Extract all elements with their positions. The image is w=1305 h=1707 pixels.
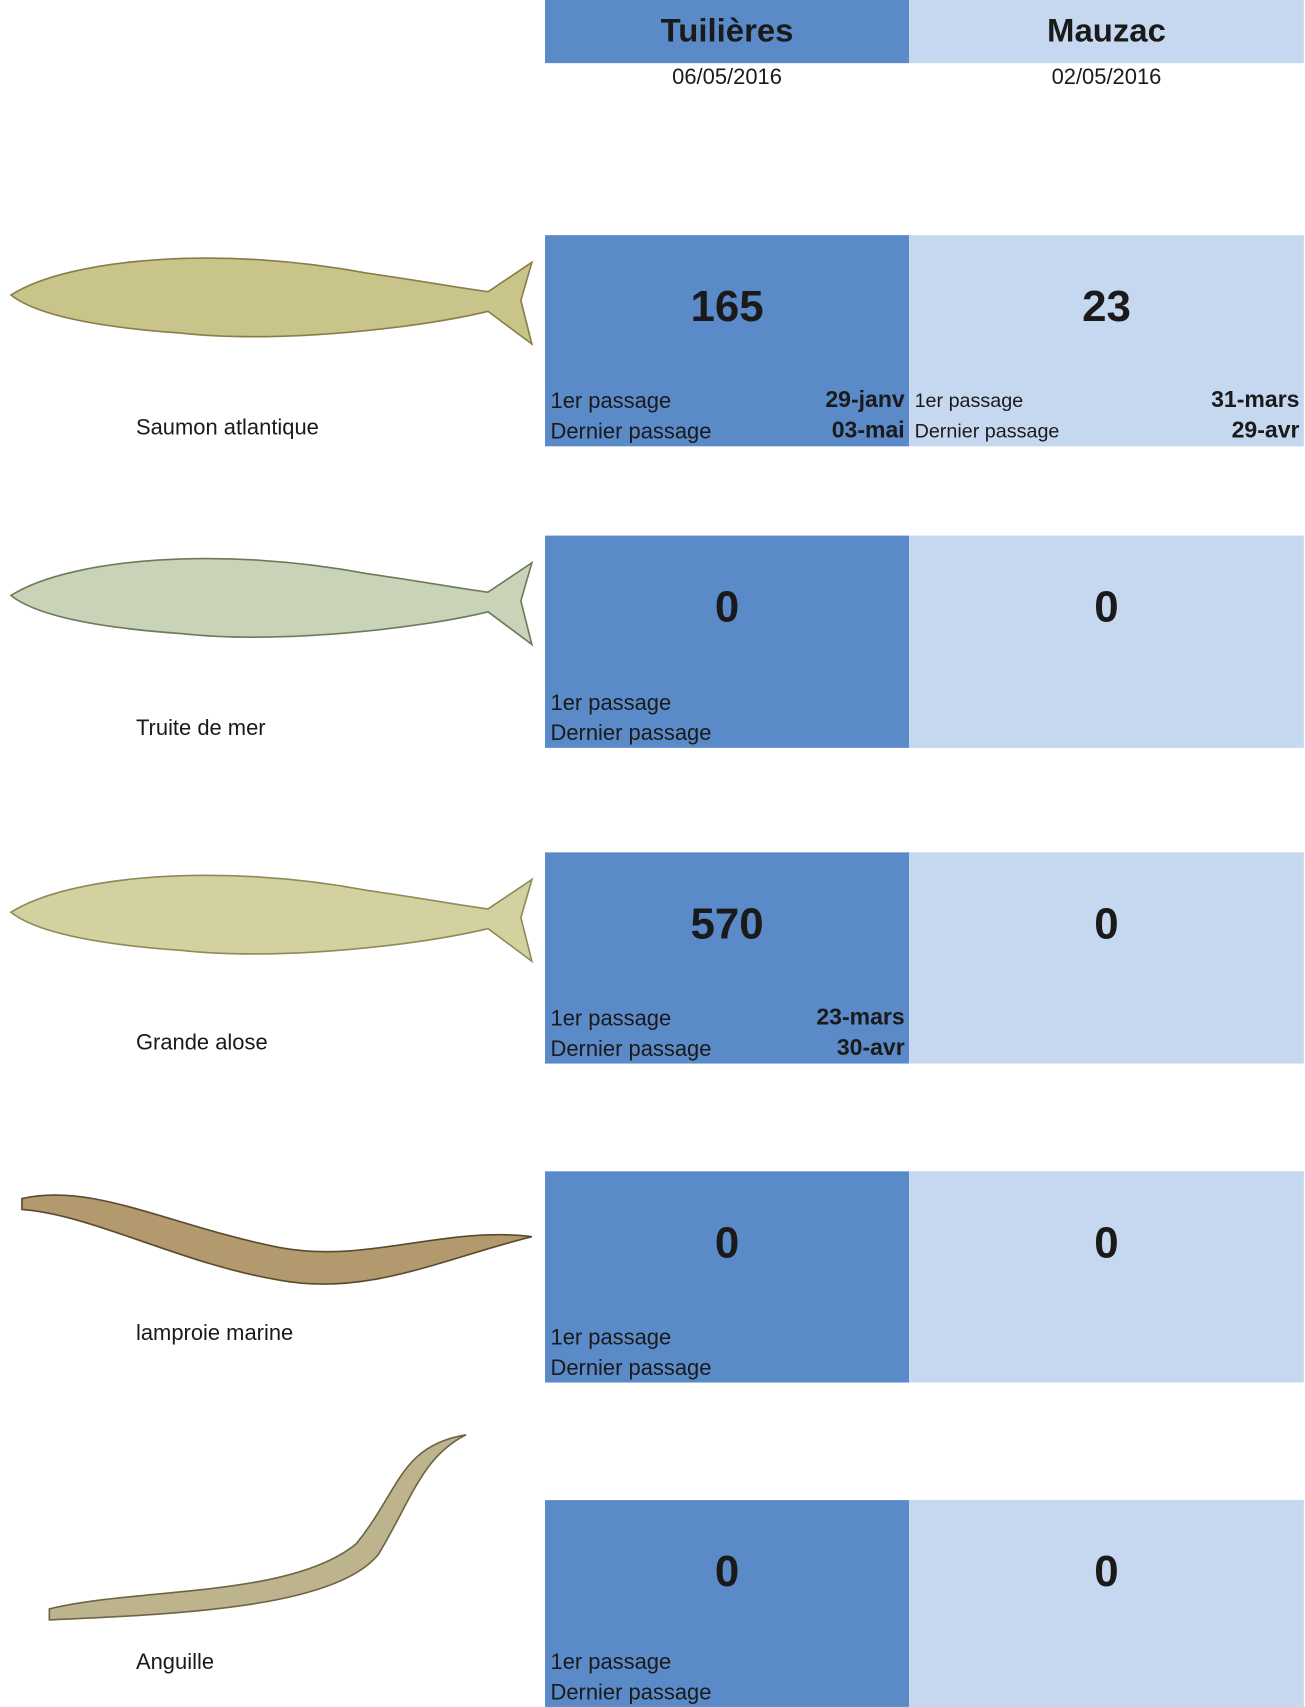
count-cell: 0 1er passage Dernier passage — [545, 536, 909, 748]
species-name: Anguille — [136, 1650, 214, 1675]
first-date: 29-janv — [821, 388, 905, 414]
label-last: Dernier passage — [550, 722, 711, 747]
label-first: 1er passage — [550, 390, 671, 415]
label-last: Dernier passage — [915, 420, 1060, 443]
fish-body — [49, 1435, 466, 1620]
column-header: Tuilières — [545, 0, 909, 63]
count-cell: 165 1er passage Dernier passage 29-janv 03-m… — [545, 235, 909, 446]
last-date: 29-avr — [1227, 418, 1299, 444]
label-last: Dernier passage — [550, 1037, 711, 1062]
last-date: 03-mai — [827, 418, 904, 444]
fish-image — [5, 1160, 542, 1312]
count-cell: 0 — [909, 536, 1304, 748]
fish-image — [5, 1424, 542, 1642]
label-first: 1er passage — [915, 390, 1024, 413]
first-date: 23-mars — [812, 1005, 905, 1031]
fish-image — [5, 841, 542, 993]
species-name: Saumon atlantique — [136, 416, 319, 441]
count-value: 0 — [909, 583, 1304, 632]
column-date: 06/05/2016 — [545, 63, 909, 91]
species-name: Truite de mer — [136, 716, 266, 741]
label-last: Dernier passage — [550, 1356, 711, 1381]
label-first: 1er passage — [550, 1650, 671, 1675]
species-name: Grande alose — [136, 1031, 268, 1056]
count-value: 0 — [909, 900, 1304, 949]
count-cell: 23 1er passage Dernier passage 31-mars 29-av… — [909, 235, 1304, 446]
label-first: 1er passage — [550, 1007, 671, 1032]
fish-body — [11, 559, 532, 645]
count-value: 23 — [909, 283, 1304, 332]
count-value: 165 — [545, 283, 909, 332]
count-cell: 0 — [909, 1171, 1304, 1382]
count-cell: 0 1er passage Dernier passage — [545, 1171, 909, 1382]
label-last: Dernier passage — [550, 420, 711, 445]
label-first: 1er passage — [550, 691, 671, 716]
fish-image — [5, 224, 542, 376]
page: Tuilières Mauzac 06/05/2016 02/05/2016 S… — [0, 0, 1305, 1707]
column-date: 02/05/2016 — [909, 63, 1304, 91]
count-value: 0 — [909, 1548, 1304, 1597]
column-header: Mauzac — [909, 0, 1304, 63]
count-cell: 0 — [909, 1500, 1304, 1707]
count-value: 0 — [545, 583, 909, 632]
count-cell: 570 1er passage Dernier passage 23-mars 30-a… — [545, 852, 909, 1063]
first-date: 31-mars — [1207, 388, 1300, 414]
count-cell: 0 — [909, 852, 1304, 1063]
fish-body — [11, 875, 532, 961]
label-first: 1er passage — [550, 1326, 671, 1351]
label-last: Dernier passage — [550, 1681, 711, 1706]
sheet: Tuilières Mauzac 06/05/2016 02/05/2016 S… — [0, 0, 1305, 1707]
count-value: 0 — [909, 1219, 1304, 1268]
count-value: 0 — [545, 1219, 909, 1268]
fish-body — [22, 1195, 532, 1284]
species-name: lamproie marine — [136, 1322, 293, 1347]
count-value: 570 — [545, 900, 909, 949]
count-cell: 0 1er passage Dernier passage — [545, 1500, 909, 1707]
count-value: 0 — [545, 1548, 909, 1597]
fish-image — [5, 525, 542, 677]
fish-body — [11, 258, 532, 344]
last-date: 30-avr — [832, 1035, 904, 1061]
